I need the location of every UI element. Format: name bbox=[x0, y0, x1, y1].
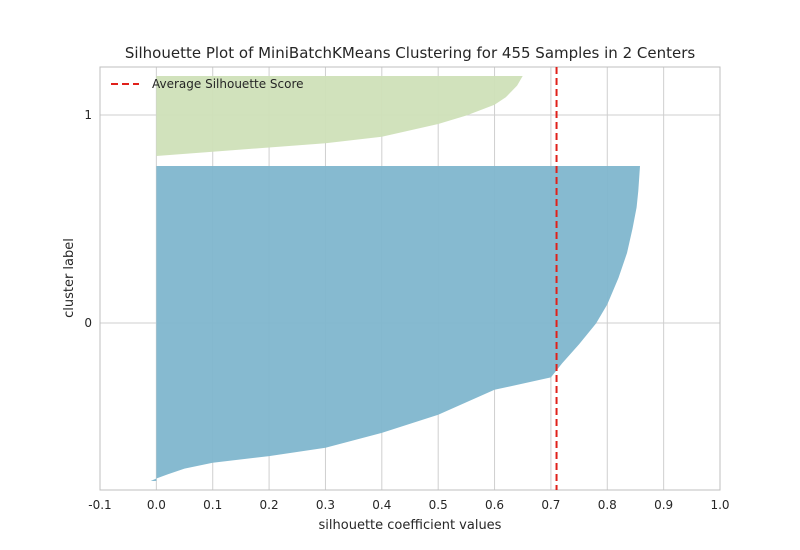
y-tick-label: 0 bbox=[84, 316, 92, 330]
x-tick-label: 0.7 bbox=[541, 498, 560, 512]
cluster-0-silhouette bbox=[150, 166, 640, 481]
y-tick-label: 1 bbox=[84, 108, 92, 122]
x-tick-label: -0.1 bbox=[88, 498, 111, 512]
x-tick-label: 0.9 bbox=[654, 498, 673, 512]
plot-area: -0.1 0.0 0.1 0.2 0.3 0.4 0.5 0.6 0.7 0.8 0.9 1.0 0 1 bbox=[84, 66, 730, 512]
chart-title: Silhouette Plot of MiniBatchKMeans Clust… bbox=[125, 44, 696, 62]
x-axis-title: silhouette coefficient values bbox=[319, 518, 502, 533]
plot-frame bbox=[99, 66, 721, 491]
x-tick-label: 0.0 bbox=[147, 498, 166, 512]
x-tick-label: 0.1 bbox=[203, 498, 222, 512]
x-tick-label: 0.5 bbox=[429, 498, 448, 512]
legend: Average Silhouette Score bbox=[111, 77, 304, 91]
x-tick-label: 0.4 bbox=[372, 498, 391, 512]
x-tick-label: 0.8 bbox=[598, 498, 617, 512]
x-tick-label: 0.6 bbox=[485, 498, 504, 512]
x-tick-label: 0.2 bbox=[260, 498, 279, 512]
legend-average-label: Average Silhouette Score bbox=[152, 77, 304, 91]
cluster-1-silhouette bbox=[156, 76, 523, 156]
x-tick-label: 0.3 bbox=[316, 498, 335, 512]
y-axis-title: cluster label bbox=[62, 238, 77, 318]
x-tick-label: 1.0 bbox=[710, 498, 729, 512]
